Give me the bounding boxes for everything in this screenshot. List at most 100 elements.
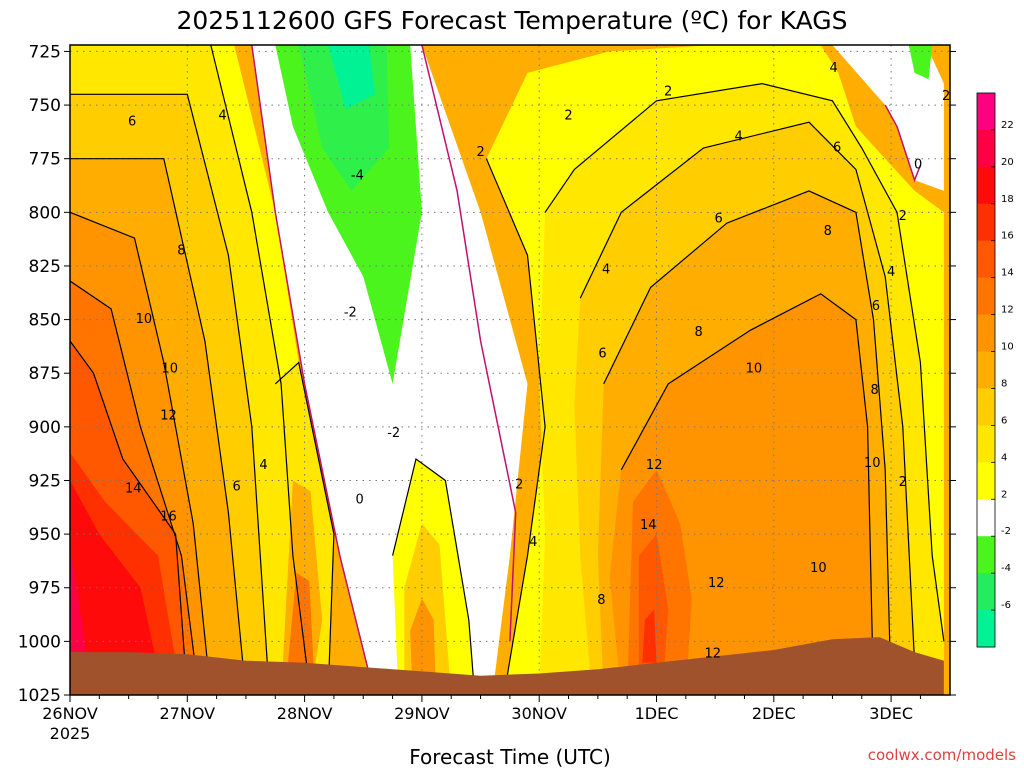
colorbar: 22 20 18 16 14 12 10 8 6 4 2 -2 -4 -6 <box>976 92 1014 648</box>
contour-label: 4 <box>887 265 895 280</box>
y-tick-label: 800 <box>29 203 61 223</box>
y-tick-label: 975 <box>29 579 61 599</box>
colorbar-swatch <box>977 425 995 463</box>
contour-label: 8 <box>177 243 185 258</box>
y-tick-label: 825 <box>29 257 61 277</box>
chart-title: 2025112600 GFS Forecast Temperature (ºC)… <box>176 6 847 35</box>
contour-label: 2 <box>476 145 484 160</box>
contour-label: 10 <box>161 361 178 376</box>
x-tick-label: 26NOV <box>42 704 98 723</box>
colorbar-tick-label: 10 <box>1001 342 1014 353</box>
y-tick-label: 1000 <box>18 632 61 652</box>
y-tick-label: 1025 <box>18 686 61 706</box>
contour-label: 6 <box>232 479 240 494</box>
contour-label: 2 <box>899 209 907 224</box>
y-tick-label: 925 <box>29 471 61 491</box>
y-tick-label: 850 <box>29 311 61 331</box>
contour-label: 10 <box>810 561 827 576</box>
contour-label: 8 <box>695 325 703 340</box>
isotherm-line <box>274 361 335 695</box>
x-tick-label: 27NOV <box>160 704 216 723</box>
isotherm-line <box>579 121 916 663</box>
region-cold-core <box>328 45 375 110</box>
isotherm-line <box>485 158 546 695</box>
x-tick-label: 3DEC <box>869 704 913 723</box>
x-axis-title: Forecast Time (UTC) <box>409 745 611 768</box>
colorbar-tick-label: 4 <box>1001 452 1007 463</box>
region-green-upper-right <box>908 45 933 80</box>
contour-lines <box>70 45 945 695</box>
y-tick-label: 875 <box>29 364 61 384</box>
region-16-right <box>642 609 657 663</box>
contour-label: 0 <box>356 492 364 507</box>
x-tick-label: 30NOV <box>511 704 567 723</box>
contour-label: 4 <box>529 535 537 550</box>
contour-label: 4 <box>734 130 742 145</box>
contour-labels: 6 4 8 10 10 12 14 16 6 4 -4 -2 -2 0 2 2 2 2 4 4 6 8 4 6 8 10 12 14 1… <box>125 61 950 662</box>
colorbar-swatch <box>977 203 995 242</box>
isotherm-line <box>210 45 312 695</box>
colorbar-swatch <box>977 240 995 279</box>
colorbar-swatch <box>977 277 995 316</box>
contour-label: 12 <box>708 576 725 591</box>
colorbar-swatch <box>977 573 995 611</box>
contour-label: 14 <box>125 482 142 497</box>
contour-label: 2 <box>515 477 523 492</box>
contour-label: 6 <box>598 346 606 361</box>
contour-label: 2 <box>942 89 950 104</box>
contour-label: 16 <box>160 509 177 524</box>
colorbar-tick-label: 6 <box>1001 415 1007 426</box>
contour-label: 8 <box>597 593 605 608</box>
contour-label: -2 <box>344 306 357 321</box>
isotherm-line <box>70 211 212 695</box>
contour-label: 4 <box>829 61 837 76</box>
contour-label: 10 <box>136 312 153 327</box>
contour-label: 8 <box>824 224 832 239</box>
colorbar-swatch <box>977 166 995 205</box>
x-tick-sublabel: 2025 <box>50 724 91 743</box>
freezing-line <box>884 104 922 183</box>
bubble-29nov-10 <box>410 598 436 695</box>
contour-label: 2 <box>564 108 572 123</box>
bubble-28nov-12 <box>287 572 314 674</box>
colorbar-tick-label: 8 <box>1001 378 1007 389</box>
isotherm-line <box>603 190 892 695</box>
plot-area: 6 4 8 10 10 12 14 16 6 4 -4 -2 -2 0 2 2 2 2 4 4 6 8 4 6 8 10 12 14 1… <box>70 45 950 695</box>
colorbar-tick-label: -6 <box>1001 600 1011 611</box>
contour-label: 4 <box>602 263 610 278</box>
isotherm-line <box>70 158 247 695</box>
contour-label: 12 <box>646 458 663 473</box>
isotherm-line <box>70 340 188 695</box>
contour-label: 12 <box>160 409 177 424</box>
contour-label: 6 <box>715 211 723 226</box>
y-axis: 7257507758008258508759009259509751000102… <box>18 42 956 706</box>
colorbar-tick-label: 16 <box>1001 231 1014 242</box>
below-ground-terrain <box>70 637 944 695</box>
colorbar-frame <box>976 92 996 648</box>
freezing-line <box>251 45 370 674</box>
colorbar-tick-label: -2 <box>1001 526 1011 537</box>
region-white-upper-right <box>832 45 944 191</box>
colorbar-swatch <box>977 462 995 500</box>
colorbar-swatch <box>977 129 995 168</box>
colorbar-tick-label: 14 <box>1001 268 1014 279</box>
colorbar-tick-label: 2 <box>1001 489 1007 500</box>
y-tick-label: 950 <box>29 525 61 545</box>
colorbar-swatch <box>977 351 995 389</box>
y-tick-label: 775 <box>29 150 61 170</box>
contour-label: -4 <box>351 168 364 183</box>
colorbar-swatch <box>977 314 995 352</box>
contour-label: 10 <box>864 456 881 471</box>
contour-label: 4 <box>218 108 226 123</box>
contour-label: 0 <box>914 158 922 173</box>
contour-label: -2 <box>387 426 400 441</box>
contour-label: 12 <box>705 647 722 662</box>
x-tick-label: 29NOV <box>394 704 450 723</box>
contour-label: 4 <box>259 458 267 473</box>
isotherm-line <box>70 280 200 695</box>
credit-text: coolwx.com/models <box>868 746 1016 764</box>
colorbar-tick-label: 12 <box>1001 305 1014 316</box>
x-tick-label: 1DEC <box>635 704 679 723</box>
contour-label: 8 <box>871 383 879 398</box>
